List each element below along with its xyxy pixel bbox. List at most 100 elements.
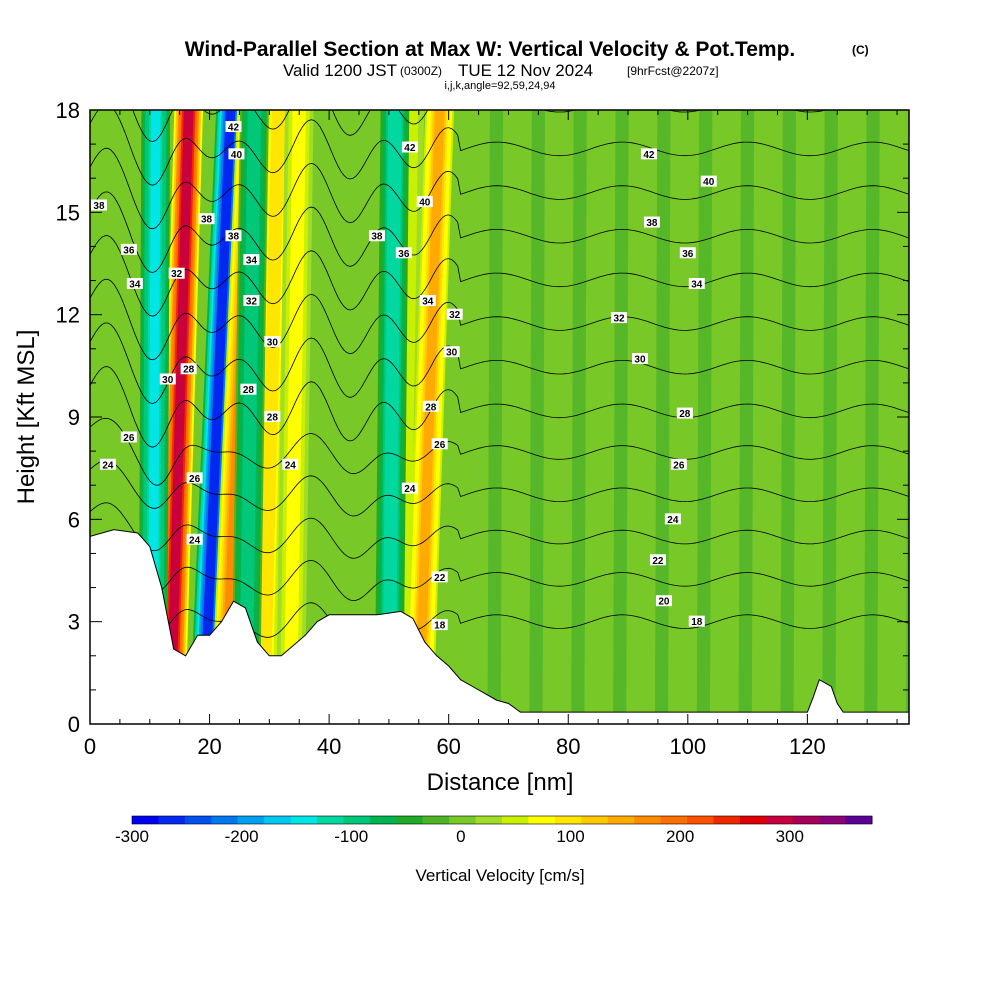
contour-label: 28: [267, 413, 279, 424]
contour-label: 32: [171, 269, 183, 280]
colorbar-swatch: [502, 816, 529, 824]
colorbar-tick-label: 200: [666, 827, 694, 846]
contour-label: 32: [449, 310, 461, 321]
contour-label: 38: [93, 201, 105, 212]
weak-velocity-stripe: [320, 110, 336, 724]
colorbar-label: Vertical Velocity [cm/s]: [415, 866, 584, 885]
colorbar-swatch: [369, 816, 397, 824]
contour-label: 26: [673, 460, 685, 471]
x-tick-label: 60: [436, 734, 460, 759]
contour-label-bg: [422, 400, 439, 412]
contour-labels: 42 42 42 40 40 40 38 38 38 38 38 36 36 36 34 34 34 34 32 32…: [90, 121, 717, 632]
velocity-band-6-level-5: [414, 110, 445, 724]
contour-label: 40: [419, 198, 431, 209]
subtitle-forecast: [9hrFcst@2207z]: [627, 64, 719, 78]
colorbar-swatch: [634, 816, 662, 824]
contour-label-bg: [670, 458, 687, 470]
y-tick-label: 12: [56, 303, 80, 328]
theta-contour-34: [90, 235, 909, 317]
contour-label: 38: [201, 215, 213, 226]
contour-label-bg: [416, 196, 433, 208]
contour-label-bg: [431, 571, 448, 583]
contour-label-bg: [228, 148, 245, 160]
colorbar-swatch: [132, 816, 159, 824]
contour-label-bg: [282, 458, 299, 470]
theta-contour-32: [90, 278, 909, 361]
contour-label: 26: [123, 433, 135, 444]
contour-label-bg: [643, 216, 660, 228]
weak-velocity-stripe: [613, 110, 629, 724]
contour-label-bg: [664, 513, 681, 525]
weak-velocity-stripe: [466, 110, 483, 724]
contour-label: 28: [183, 365, 195, 376]
colorbar-swatch: [766, 816, 794, 824]
colorbar-swatch: [607, 816, 635, 824]
theta-contour-38: [90, 147, 909, 230]
contour-label: 24: [285, 460, 297, 471]
contour-label-bg: [655, 595, 672, 607]
colorbar-swatch: [528, 816, 556, 824]
colorbar-swatch: [237, 816, 265, 824]
contour-label: 36: [123, 245, 135, 256]
weak-velocity-stripe: [696, 110, 713, 724]
chart-subtitle: Valid 1200 JST (0300Z) TUE 12 Nov 2024 […: [283, 61, 719, 92]
contour-label: 36: [682, 249, 694, 260]
weak-velocity-stripe: [759, 110, 776, 724]
contour-label-bg: [180, 363, 197, 375]
contour-label-bg: [99, 458, 116, 470]
contour-label-bg: [431, 438, 448, 450]
contour-label: 40: [703, 177, 715, 188]
colorbar-swatch: [184, 816, 212, 824]
contour-label: 24: [189, 535, 201, 546]
plot-area: 42 42 42 40 40 40 38 38 38 38 38 36 36 36 34 34 34 34 32 32…: [90, 110, 909, 724]
contour-label-bg: [631, 353, 648, 365]
theta-contour-20: [90, 544, 909, 602]
contour-label-bg: [225, 121, 242, 133]
weak-velocity-stripe: [508, 110, 525, 724]
contour-label: 30: [162, 375, 174, 386]
x-axis-ticks: 0 20 40 60 80 100 120: [84, 110, 898, 759]
contour-label: 38: [646, 218, 658, 229]
theta-contour-40: [90, 110, 909, 186]
colorbar-tick-label: -200: [225, 827, 259, 846]
weak-velocity-stripe: [738, 110, 755, 724]
contour-label: 42: [643, 150, 655, 161]
x-tick-label: 120: [789, 734, 826, 759]
colorbar-swatch: [211, 816, 239, 824]
contour-label: 40: [231, 150, 243, 161]
contour-label-bg: [198, 213, 215, 225]
weak-velocity-stripe: [885, 110, 901, 724]
contour-label-bg: [186, 472, 203, 484]
contour-label: 38: [228, 232, 240, 243]
contour-label-bg: [431, 619, 448, 631]
contour-label: 18: [691, 617, 703, 628]
weak-velocity-stripe: [654, 110, 671, 724]
contour-label: 28: [425, 402, 437, 413]
weak-velocity-stripe: [445, 110, 462, 724]
contour-label: 18: [434, 621, 446, 632]
contour-label-bg: [225, 230, 242, 242]
colorbar-swatch: [687, 816, 714, 824]
contour-label: 32: [613, 314, 625, 325]
y-tick-label: 3: [68, 610, 80, 635]
contour-label-bg: [120, 243, 137, 255]
contour-label: 26: [434, 440, 446, 451]
colorbar-swatch: [554, 816, 582, 824]
contour-label-bg: [401, 141, 418, 153]
colorbar-swatch: [449, 816, 477, 824]
contour-label: 22: [434, 573, 446, 584]
contour-label-bg: [368, 230, 385, 242]
colorbar-swatch: [581, 816, 609, 824]
contour-label: 42: [404, 143, 416, 154]
contour-label: 30: [446, 348, 458, 359]
colorbar-swatch: [819, 816, 847, 824]
y-tick-label: 6: [68, 507, 80, 532]
colorbar-swatch: [660, 816, 688, 824]
contour-label-bg: [186, 533, 203, 545]
colorbar-outline: [131, 815, 873, 825]
contour-label-bg: [688, 277, 705, 289]
contour-label-bg: [688, 615, 705, 627]
contour-label-bg: [443, 346, 460, 358]
